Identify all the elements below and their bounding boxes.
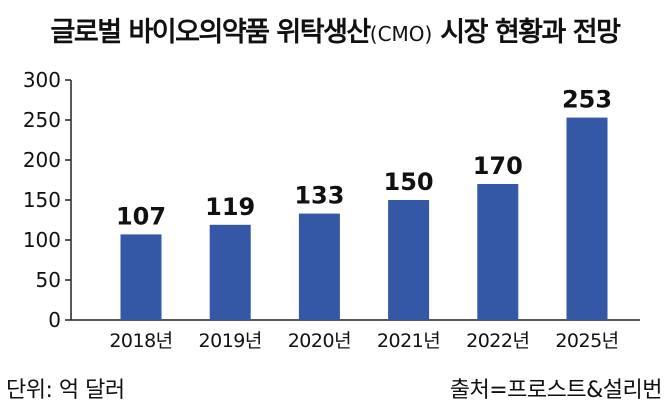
unit-label: 단위: 억 달러	[6, 378, 125, 403]
title-prefix: 글로벌 바이오의약품 위탁생산	[50, 17, 372, 48]
y-tick-label: 300	[23, 68, 61, 92]
title-suffix: 시장 현황과 전망	[432, 17, 621, 48]
data-label: 119	[205, 193, 255, 221]
x-tick-label: 2022년	[466, 330, 529, 352]
title-abbrev: (CMO)	[369, 22, 433, 46]
y-tick-label: 100	[23, 228, 61, 252]
y-tick-label: 200	[23, 148, 61, 172]
y-tick-label: 0	[48, 308, 61, 332]
data-label: 150	[384, 168, 434, 196]
x-tick-label: 2020년	[288, 330, 351, 352]
bar	[388, 200, 430, 320]
x-tick-label: 2018년	[109, 330, 172, 352]
y-tick-label: 150	[23, 188, 61, 212]
x-tick-label: 2025년	[555, 330, 618, 352]
bar	[477, 184, 519, 320]
x-tick-label: 2021년	[377, 330, 440, 352]
data-label: 253	[562, 86, 612, 114]
y-tick-label: 250	[23, 108, 61, 132]
bar	[566, 117, 608, 320]
bar	[298, 213, 340, 320]
data-label: 107	[116, 202, 166, 230]
x-tick-label: 2019년	[199, 330, 262, 352]
chart-title: 글로벌 바이오의약품 위탁생산(CMO) 시장 현황과 전망	[0, 10, 670, 49]
data-label: 170	[473, 152, 523, 180]
source-label: 출처=프로스트&설리번	[449, 378, 663, 403]
bar	[120, 234, 162, 320]
data-label: 133	[294, 182, 344, 210]
bar	[209, 224, 251, 320]
y-tick-label: 50	[36, 268, 61, 292]
